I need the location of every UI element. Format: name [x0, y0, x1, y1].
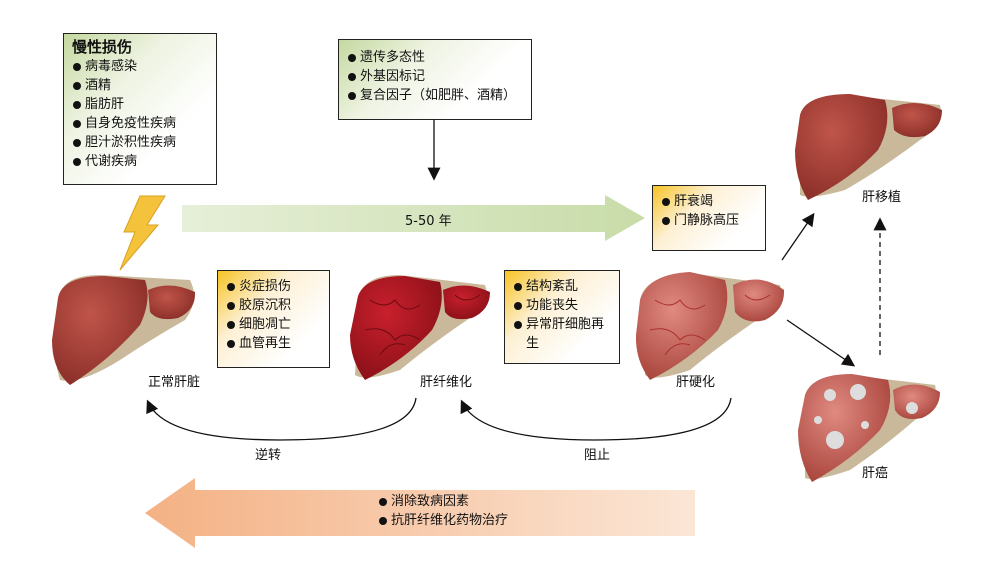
progression-label: 5-50 年 [405, 214, 452, 229]
chronic-injury-title: 慢性损伤 [72, 38, 133, 56]
cirrhosis-label: 肝硬化 [676, 375, 716, 390]
list-item: 胶原沉积 [226, 296, 321, 315]
list-item: 病毒感染 [72, 57, 208, 76]
list-item: 遗传多态性 [347, 48, 523, 67]
list-item: 结构紊乱 [513, 277, 611, 296]
list-item: 复合因子（如肥胖、酒精） [347, 86, 523, 105]
treatment-arrow [145, 478, 695, 548]
failure-box: 肝衰竭 门静脉高压 [652, 185, 766, 251]
list-item: 自身免疫性疾病 [72, 114, 208, 133]
treatment-list: 消除致病因素 抗肝纤维化药物治疗 [370, 492, 570, 536]
normal-liver-image [52, 275, 196, 385]
fibrosis-features-box: 炎症损伤 胶原沉积 细胞凋亡 血管再生 [217, 270, 330, 368]
transplant-arrow [781, 212, 815, 261]
list-item: 脂肪肝 [72, 95, 208, 114]
block-arrow [460, 397, 732, 441]
list-item: 血管再生 [226, 334, 321, 353]
modifiers-box: 遗传多态性 外基因标记 复合因子（如肥胖、酒精） [338, 39, 532, 120]
cancer-liver-image [798, 374, 940, 482]
list-item: 炎症损伤 [226, 277, 321, 296]
list-item: 异常肝细胞再生 [513, 315, 611, 353]
transplant-label: 肝移植 [862, 190, 902, 205]
list-item: 酒精 [72, 76, 208, 95]
list-item: 消除致病因素 [378, 492, 562, 511]
reverse-label: 逆转 [255, 448, 282, 463]
list-item: 代谢疾病 [72, 152, 208, 171]
reverse-arrow [146, 397, 417, 441]
list-item: 胆汁淤积性疾病 [72, 133, 208, 152]
list-item: 细胞凋亡 [226, 315, 321, 334]
cirrhosis-features-box: 结构紊乱 功能丧失 异常肝细胞再生 [504, 270, 620, 364]
list-item: 肝衰竭 [661, 192, 757, 211]
normal-liver-label: 正常肝脏 [148, 375, 201, 390]
list-item: 功能丧失 [513, 296, 611, 315]
list-item: 抗肝纤维化药物治疗 [378, 511, 562, 530]
lightning-icon [119, 195, 166, 271]
cirrhosis-liver-image [635, 272, 785, 380]
chronic-injury-box: 慢性损伤 病毒感染 酒精 脂肪肝 自身免疫性疾病 胆汁淤积性疾病 代谢疾病 [63, 33, 217, 185]
transplant-liver-image [795, 94, 942, 200]
cancer-arrow [786, 319, 856, 367]
block-label: 阻止 [584, 448, 611, 463]
cancer-label: 肝癌 [862, 466, 889, 481]
fibrosis-liver-image [350, 275, 490, 380]
list-item: 门静脉高压 [661, 211, 757, 230]
progression-arrow [182, 195, 645, 241]
list-item: 外基因标记 [347, 67, 523, 86]
fibrosis-label: 肝纤维化 [420, 375, 473, 390]
